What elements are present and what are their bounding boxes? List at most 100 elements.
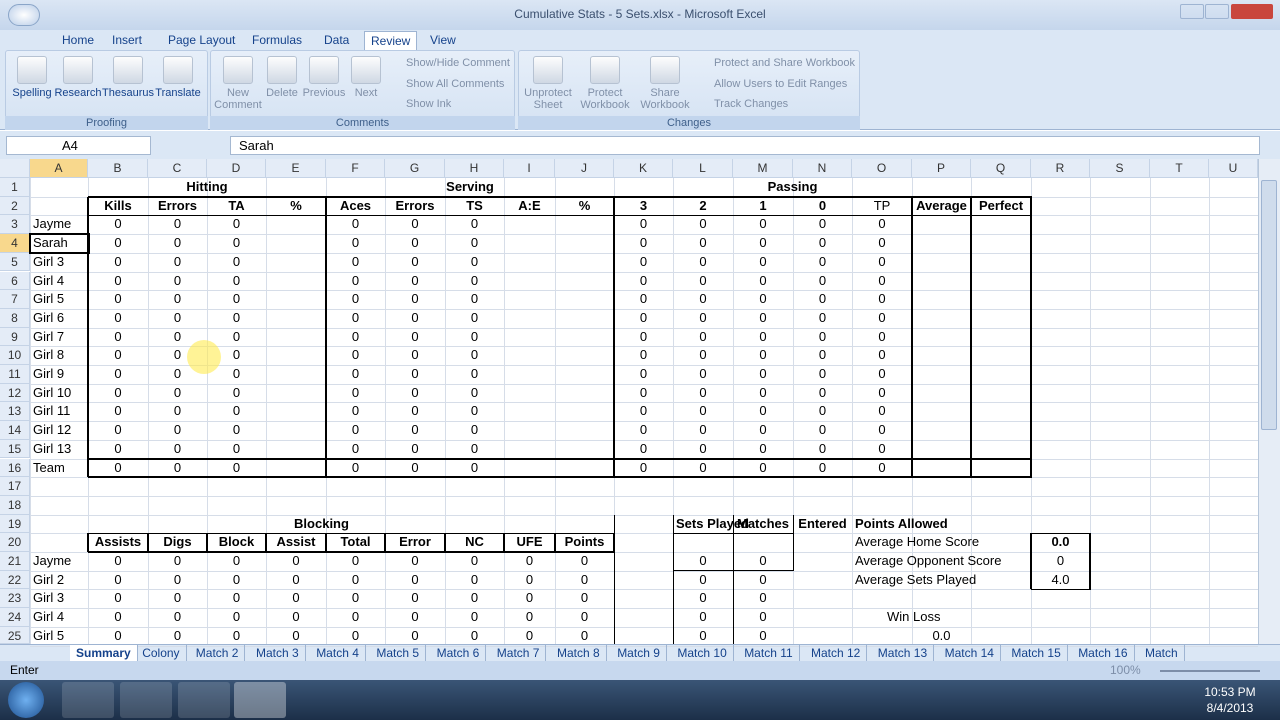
row-header[interactable]: 1 <box>0 178 30 197</box>
ribbon-tab[interactable]: View <box>430 33 456 47</box>
cell[interactable]: 0 <box>173 235 182 251</box>
ribbon-button[interactable]: Share Workbook <box>637 56 693 111</box>
cell[interactable]: 0 <box>699 459 707 475</box>
ribbon-small-button[interactable]: Allow Users to Edit Ranges <box>714 77 848 90</box>
cell[interactable]: 0 <box>232 309 241 325</box>
row-header[interactable]: 2 <box>0 196 30 216</box>
cell[interactable]: 0 <box>818 366 827 381</box>
sheet-tab[interactable]: Match 13 <box>872 645 935 661</box>
column-header[interactable]: G <box>385 159 445 178</box>
cell[interactable]: 0 <box>173 272 182 288</box>
name-box[interactable]: A4 <box>6 136 151 155</box>
cell[interactable]: Total <box>340 534 371 550</box>
cell[interactable]: 0 <box>351 253 360 269</box>
sheet-tab[interactable]: Match 9 <box>611 645 667 661</box>
cell[interactable]: 0 <box>759 590 767 606</box>
cell[interactable]: 0 <box>639 253 648 269</box>
cell[interactable]: 0 <box>878 440 886 456</box>
cell[interactable]: Average Sets Played <box>852 571 976 590</box>
column-header[interactable]: R <box>1031 159 1090 178</box>
formula-input[interactable]: Sarah <box>230 136 1260 155</box>
column-header[interactable]: T <box>1150 159 1209 178</box>
minimize-button[interactable] <box>1180 4 1204 19</box>
cell[interactable]: 0 <box>114 253 122 269</box>
cell[interactable]: 0 <box>759 309 767 325</box>
cell[interactable]: 0 <box>411 422 419 438</box>
cell[interactable]: 0 <box>818 272 827 288</box>
sheet-tab[interactable]: Match 3 <box>250 645 306 661</box>
cell[interactable]: 0 <box>411 403 419 419</box>
cell[interactable]: 0 <box>411 235 419 251</box>
cell[interactable]: 0 <box>699 590 707 606</box>
cell[interactable]: 0 <box>114 571 122 587</box>
cell[interactable]: 0 <box>699 384 707 400</box>
ribbon-button[interactable]: Unprotect Sheet <box>520 56 576 111</box>
cell[interactable]: 0 <box>232 422 241 438</box>
cell[interactable]: 0 <box>232 440 241 456</box>
cell[interactable]: 0 <box>759 459 767 475</box>
cell[interactable]: 0 <box>878 347 886 363</box>
cell[interactable]: 0 <box>878 291 886 307</box>
cell[interactable]: 0 <box>411 627 419 643</box>
cell[interactable]: Kills <box>104 197 132 213</box>
cell[interactable]: % <box>578 197 591 213</box>
cell[interactable]: 0 <box>639 459 648 475</box>
ribbon-button[interactable]: Research <box>50 56 106 99</box>
cell[interactable]: 0 <box>818 384 827 400</box>
cell[interactable]: 0 <box>699 609 707 625</box>
cell[interactable]: 0 <box>470 609 479 625</box>
cell[interactable]: 0 <box>232 253 241 269</box>
cell[interactable]: 0 <box>411 216 419 232</box>
cell[interactable]: 2 <box>699 197 707 213</box>
cell[interactable]: 0 <box>639 328 648 344</box>
cell[interactable]: 0 <box>114 403 122 419</box>
cell[interactable]: UFE <box>516 534 543 550</box>
cell[interactable]: 0 <box>351 347 360 363</box>
column-header[interactable]: E <box>266 159 326 178</box>
cell[interactable]: 0 <box>351 328 360 344</box>
row-header[interactable]: 17 <box>0 477 30 496</box>
column-header[interactable]: A <box>30 159 88 178</box>
cell[interactable]: 0 <box>759 291 767 307</box>
cell[interactable]: 0 <box>818 216 827 232</box>
cell[interactable]: Girl 6 <box>33 309 65 325</box>
cell[interactable]: 0 <box>818 440 827 456</box>
cell[interactable]: Perfect <box>978 197 1024 213</box>
cell[interactable]: Average Opponent Score <box>852 552 1001 571</box>
cell[interactable]: Error <box>399 534 431 550</box>
cell[interactable]: 0 <box>351 403 360 419</box>
cell[interactable]: 0 <box>114 347 122 363</box>
cell[interactable]: 0 <box>639 403 648 419</box>
cell[interactable]: 0 <box>699 366 707 381</box>
ribbon-small-button[interactable]: Show Ink <box>406 98 452 110</box>
sheet-tab[interactable]: Match 16 <box>1072 645 1135 661</box>
row-header[interactable]: 14 <box>0 421 30 440</box>
ribbon-tab[interactable]: Data <box>324 33 350 47</box>
cell[interactable]: 0 <box>470 253 479 269</box>
cell[interactable]: 0 <box>878 309 886 325</box>
cell[interactable]: 0 <box>173 309 182 325</box>
cell[interactable]: 0 <box>173 553 182 568</box>
column-header[interactable]: K <box>614 159 673 178</box>
cell[interactable]: Assist <box>276 534 316 550</box>
cell[interactable]: 0 <box>699 309 707 325</box>
sheet-tab[interactable]: Match 7 <box>491 645 547 661</box>
cell[interactable]: 0 <box>759 553 767 568</box>
cell[interactable]: NC <box>465 534 484 550</box>
ribbon-button[interactable]: Thesaurus <box>100 56 156 99</box>
cell[interactable]: Girl 4 <box>33 609 65 625</box>
cell[interactable]: 0 <box>114 422 122 438</box>
row-header[interactable]: 10 <box>0 346 30 365</box>
cell[interactable]: 0 <box>173 328 182 344</box>
row-header[interactable]: 5 <box>0 252 30 272</box>
sheet-tab[interactable]: Match 4 <box>310 645 366 661</box>
cell[interactable]: 3 <box>639 197 648 213</box>
row-header[interactable]: 25 <box>0 626 30 644</box>
row-header[interactable]: 23 <box>0 589 30 609</box>
cell[interactable]: 0 <box>818 197 827 213</box>
cell[interactable]: % <box>290 197 302 213</box>
cell[interactable]: 0 <box>699 291 707 307</box>
ribbon-small-button[interactable]: Track Changes <box>714 98 789 110</box>
cell[interactable]: 0 <box>699 627 707 643</box>
cell[interactable]: Average <box>916 197 967 213</box>
